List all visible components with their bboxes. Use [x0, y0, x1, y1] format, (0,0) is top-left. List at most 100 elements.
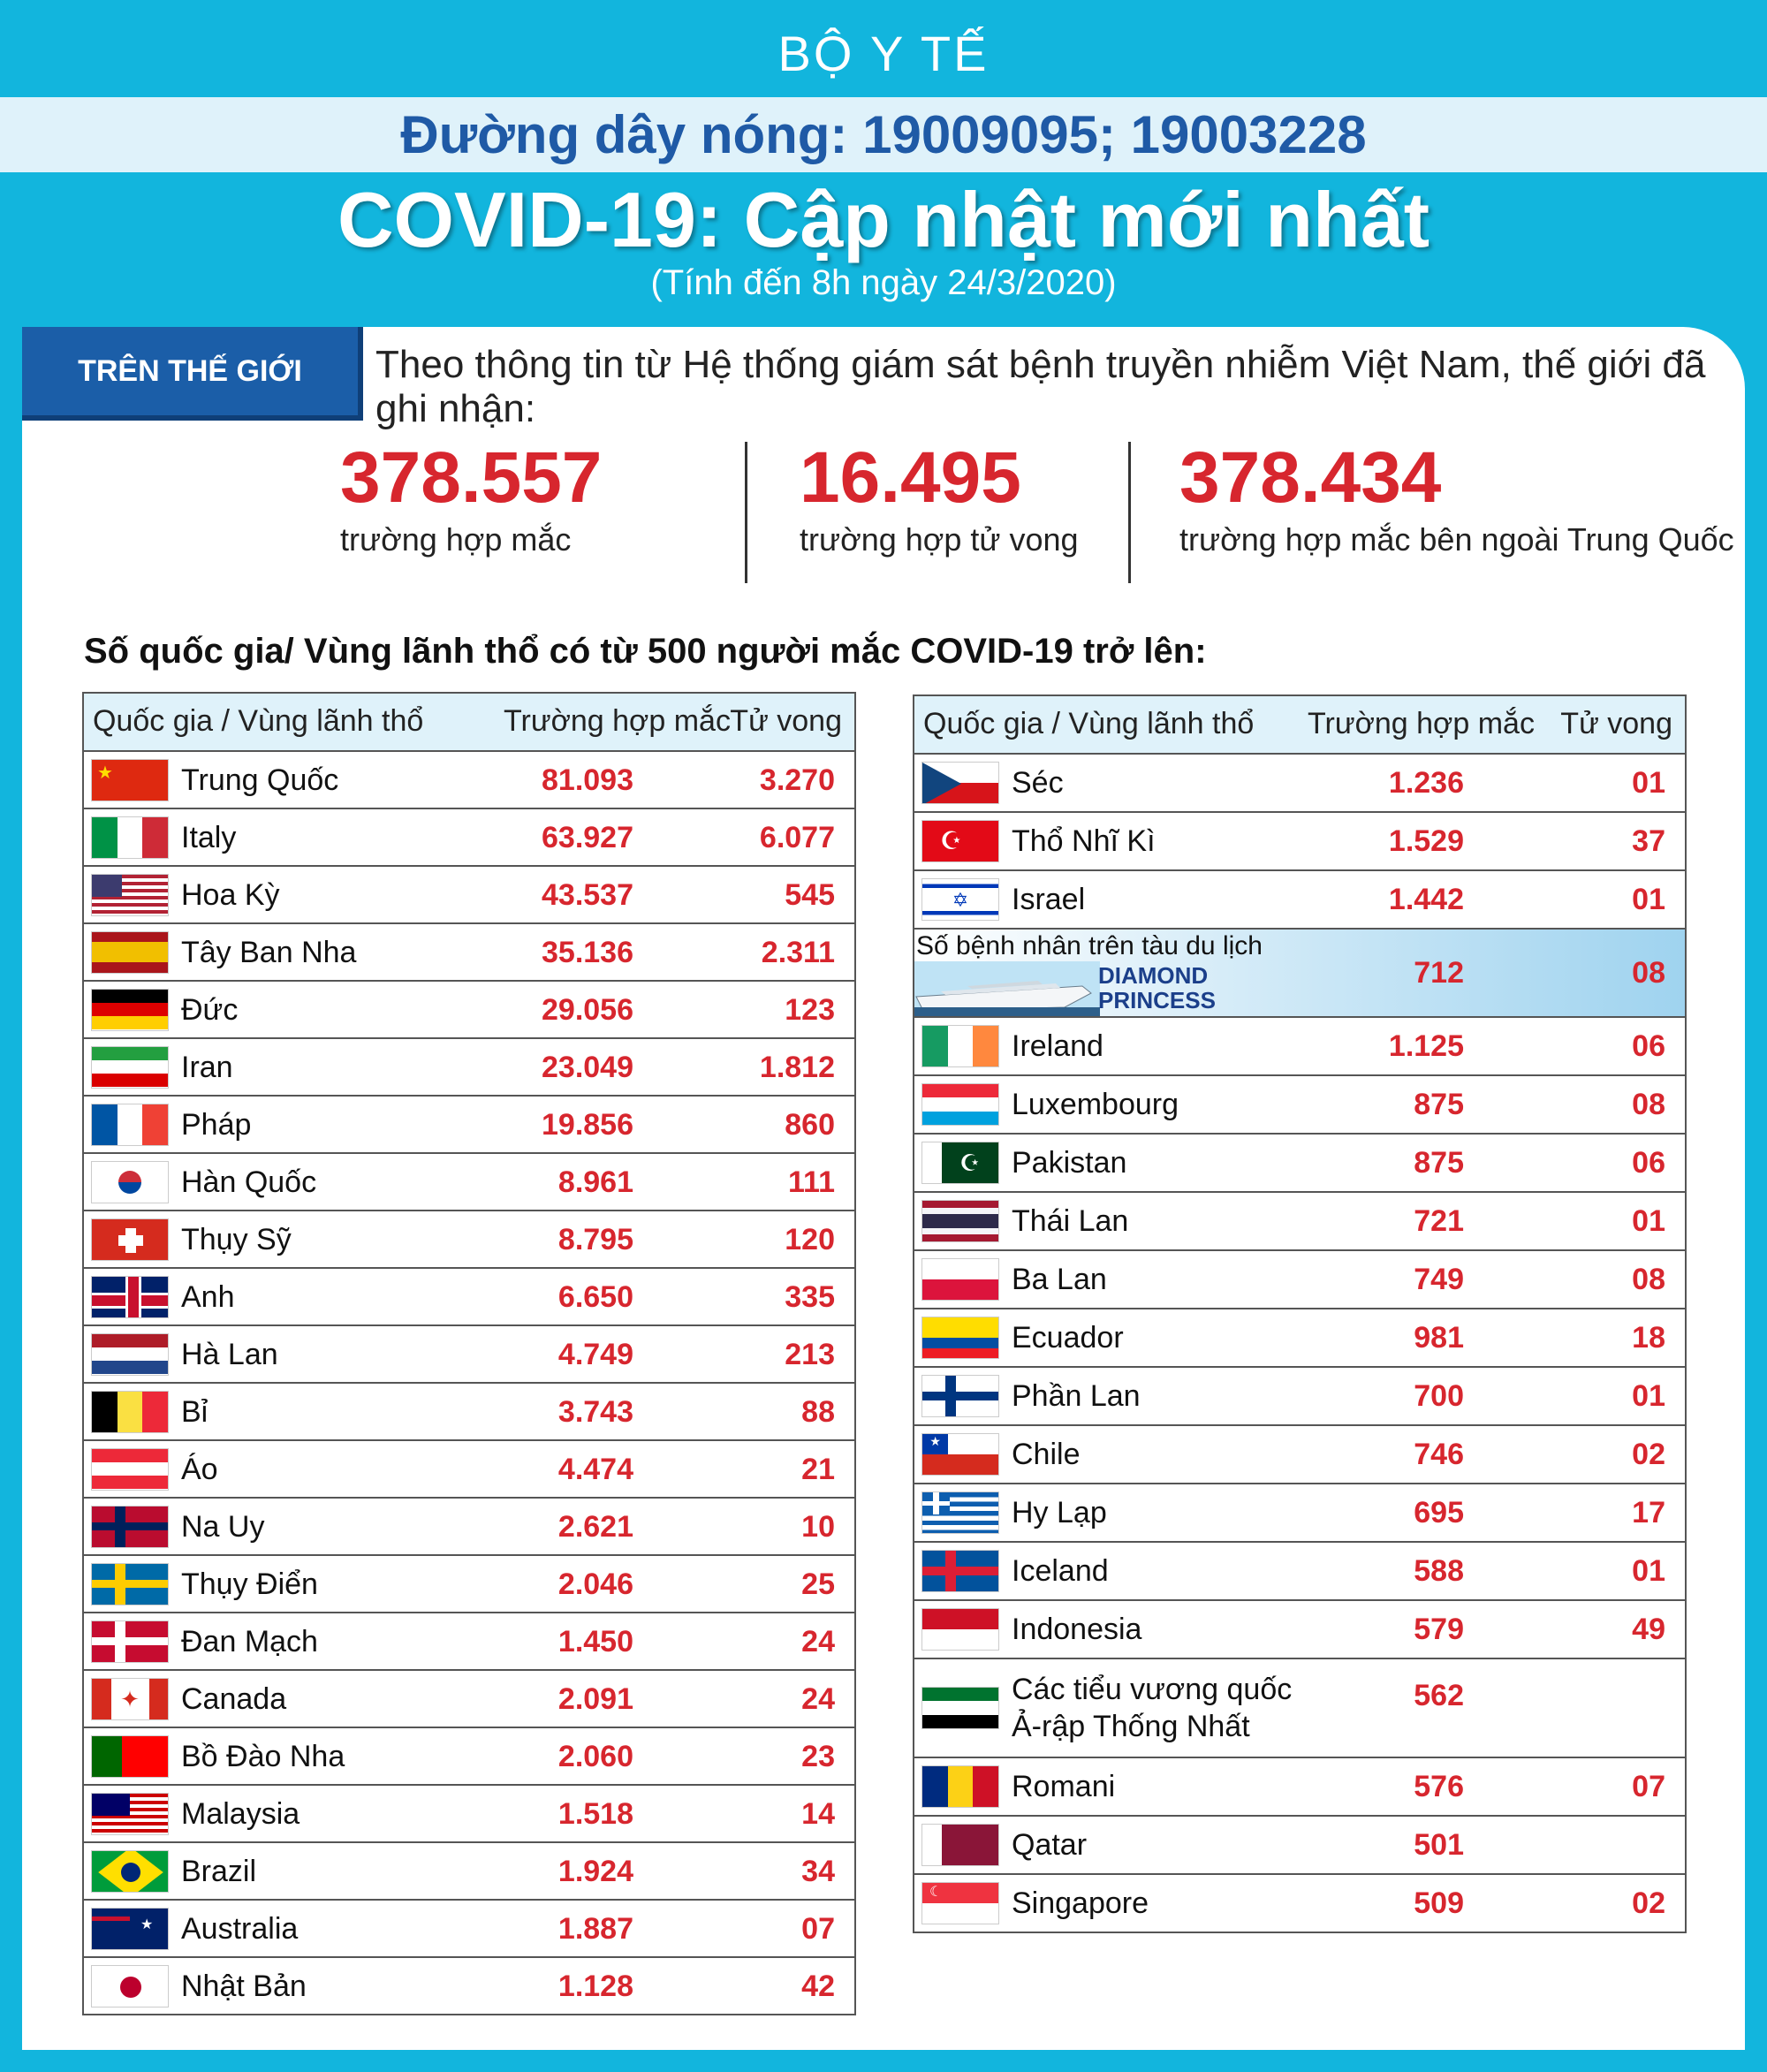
- cases-value: 700: [1414, 1379, 1464, 1413]
- cases-value: 23.049: [542, 1050, 633, 1084]
- norway-flag-icon: [91, 1505, 169, 1548]
- table-row: Bồ Đào Nha 2.060 23: [84, 1728, 854, 1786]
- table-row: Số bệnh nhân trên tàu du lịch DIAMOND PRIN…: [914, 930, 1685, 1018]
- country-name: Pakistan: [1012, 1146, 1127, 1180]
- total-deaths-value: 16.495: [800, 437, 1021, 518]
- pakistan-flag-icon: ☪: [921, 1142, 999, 1184]
- table-row: ★ Trung Quốc 81.093 3.270: [84, 752, 854, 809]
- table-row: Qatar 501: [914, 1817, 1685, 1875]
- cases-value: 1.236: [1388, 766, 1464, 800]
- cases-value: 2.046: [557, 1567, 633, 1601]
- country-name: Séc: [1012, 766, 1064, 800]
- deaths-value: 18: [1632, 1321, 1665, 1355]
- country-name: Ecuador: [1012, 1321, 1124, 1355]
- country-column-header: Quốc gia / Vùng lãnh thổ: [923, 707, 1255, 740]
- country-name: Chile: [1012, 1438, 1081, 1471]
- table-row: Hy Lạp 695 17: [914, 1484, 1685, 1543]
- singapore-flag-icon: ☾: [921, 1882, 999, 1924]
- stat-divider: [1128, 442, 1131, 583]
- country-name: Malaysia: [181, 1796, 300, 1831]
- cases-value: 1.128: [557, 1969, 633, 2003]
- table-row: Tây Ban Nha 35.136 2.311: [84, 924, 854, 982]
- deaths-value: 545: [785, 877, 835, 912]
- deaths-value: 37: [1632, 824, 1665, 858]
- table-row: Brazil 1.924 34: [84, 1843, 854, 1901]
- table-row: Nhật Bản 1.128 42: [84, 1958, 854, 2014]
- country-name: Romani: [1012, 1770, 1116, 1803]
- deaths-value: 21: [801, 1452, 835, 1486]
- cases-value: 2.621: [557, 1509, 633, 1544]
- switzerland-flag-icon: [91, 1218, 169, 1261]
- country-name: Qatar: [1012, 1828, 1088, 1862]
- table-row: Thái Lan 721 01: [914, 1193, 1685, 1251]
- table-row: Hà Lan 4.749 213: [84, 1326, 854, 1384]
- deaths-value: 01: [1632, 1554, 1665, 1588]
- outside-china-value: 378.434: [1179, 437, 1442, 518]
- cases-value: 3.743: [557, 1394, 633, 1429]
- table-row: Hàn Quốc 8.961 111: [84, 1154, 854, 1211]
- hotline-banner: Đường dây nóng: 19009095; 19003228: [0, 97, 1767, 172]
- country-name: Hoa Kỳ: [181, 877, 280, 912]
- uk-flag-icon: [91, 1275, 169, 1318]
- deaths-value: 14: [801, 1796, 835, 1831]
- deaths-value: 02: [1632, 1886, 1665, 1920]
- thailand-flag-icon: [921, 1200, 999, 1242]
- deaths-value: 08: [1632, 1088, 1665, 1121]
- deaths-value: 01: [1632, 1379, 1665, 1413]
- country-name: Áo: [181, 1452, 218, 1486]
- country-name: Thụy Điển: [181, 1567, 318, 1601]
- romania-flag-icon: [921, 1765, 999, 1808]
- greece-flag-icon: [921, 1491, 999, 1534]
- table-row: ✦ Canada 2.091 24: [84, 1671, 854, 1728]
- country-name: Brazil: [181, 1854, 257, 1888]
- country-name: Các tiểu vương quốc Ả-rập Thống Nhất: [1012, 1671, 1292, 1745]
- cases-value: 875: [1414, 1088, 1464, 1121]
- deaths-value: 17: [1632, 1496, 1665, 1529]
- table-row: Thụy Sỹ 8.795 120: [84, 1211, 854, 1269]
- country-column-header: Quốc gia / Vùng lãnh thổ: [93, 704, 424, 738]
- table-row: Romani 576 07: [914, 1758, 1685, 1817]
- usa-flag-icon: [91, 873, 169, 916]
- ireland-flag-icon: [921, 1025, 999, 1067]
- deaths-value: 1.812: [759, 1050, 835, 1084]
- country-name: Thụy Sỹ: [181, 1222, 292, 1256]
- cases-value: 576: [1414, 1770, 1464, 1803]
- total-cases-label: trường hợp mắc: [340, 521, 572, 558]
- left-country-table: Quốc gia / Vùng lãnh thổ Trường hợp mắc …: [82, 692, 856, 2015]
- deaths-value: 213: [785, 1337, 835, 1371]
- deaths-value: 24: [801, 1681, 835, 1716]
- cruise-ship-icon: [914, 961, 1100, 1016]
- cases-value: 746: [1414, 1438, 1464, 1471]
- table-row: Ba Lan 749 08: [914, 1251, 1685, 1309]
- table-row: ✡ Israel 1.442 01: [914, 871, 1685, 930]
- country-name: Hy Lạp: [1012, 1496, 1107, 1529]
- finland-flag-icon: [921, 1375, 999, 1417]
- cases-value: 562: [1414, 1679, 1464, 1712]
- deaths-column-header: Tử vong: [1560, 707, 1672, 740]
- country-name: Iceland: [1012, 1554, 1109, 1588]
- outside-china-stat: 378.434 trường hợp mắc bên ngoài Trung Q…: [1179, 442, 1734, 558]
- ship-name-line1: DIAMOND: [1098, 962, 1209, 989]
- malaysia-flag-icon: [91, 1792, 169, 1835]
- brazil-flag-icon: [91, 1849, 169, 1893]
- table-header: Quốc gia / Vùng lãnh thổ Trường hợp mắc …: [914, 696, 1685, 755]
- stat-divider: [745, 442, 747, 583]
- cases-column-header: Trường hợp mắc: [1308, 707, 1535, 740]
- deaths-value: 10: [801, 1509, 835, 1544]
- outside-china-label: trường hợp mắc bên ngoài Trung Quốc: [1179, 521, 1734, 558]
- deaths-value: 3.270: [759, 763, 835, 797]
- cases-value: 1.887: [557, 1911, 633, 1946]
- cases-value: 712: [1414, 956, 1464, 990]
- cases-column-header: Trường hợp mắc: [504, 704, 731, 738]
- table-row: Đan Mạch 1.450 24: [84, 1613, 854, 1671]
- table-row: Séc 1.236 01: [914, 755, 1685, 813]
- germany-flag-icon: [91, 988, 169, 1031]
- netherlands-flag-icon: [91, 1332, 169, 1376]
- cases-value: 509: [1414, 1886, 1464, 1920]
- table-row: ☾ Singapore 509 02: [914, 1875, 1685, 1932]
- italy-flag-icon: [91, 816, 169, 859]
- cases-value: 1.450: [557, 1624, 633, 1658]
- denmark-flag-icon: [91, 1620, 169, 1663]
- total-cases-value: 378.557: [340, 437, 603, 518]
- deaths-value: 06: [1632, 1029, 1665, 1063]
